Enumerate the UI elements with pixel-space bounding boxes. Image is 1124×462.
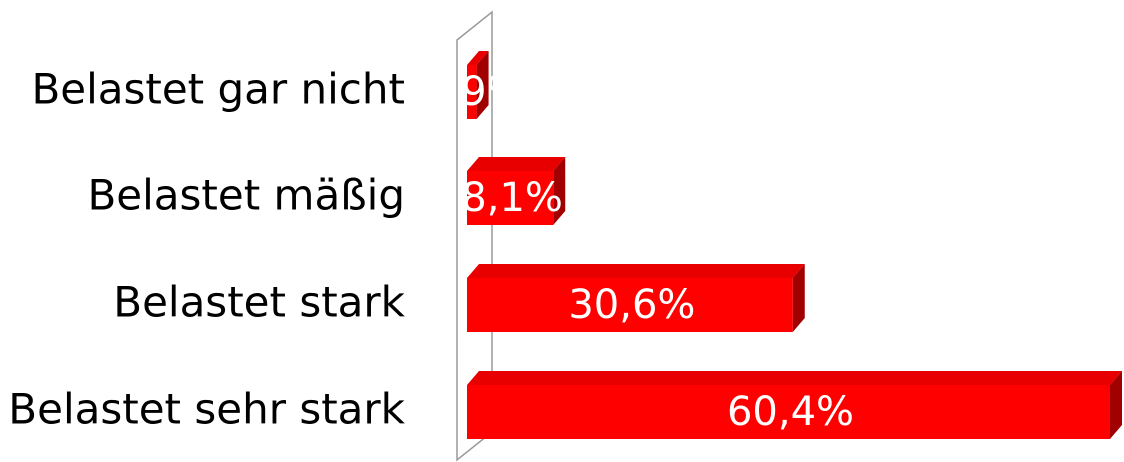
bar <box>467 264 805 332</box>
bar-front <box>467 171 554 225</box>
bar <box>467 371 1122 439</box>
bar-top <box>467 157 566 171</box>
category-label: Belastet sehr stark <box>8 385 405 434</box>
bar-top <box>467 371 1122 385</box>
category-label: Belastet stark <box>113 278 405 327</box>
value-label: 0,9% <box>423 69 525 115</box>
bar-top <box>467 51 489 65</box>
bar-side <box>792 264 805 332</box>
bar <box>467 51 489 119</box>
category-label: Belastet gar nicht <box>31 65 405 114</box>
bar-top <box>467 264 805 278</box>
bar <box>467 157 566 225</box>
bars: Belastet gar nicht 0,9% Belastet mäßig 8,1%… <box>8 51 1122 439</box>
bar-front <box>467 278 793 332</box>
category-label: Belastet mäßig <box>87 171 405 220</box>
bar-side <box>553 157 566 225</box>
value-label: 30,6% <box>568 282 695 328</box>
value-label: 8,1% <box>461 175 563 221</box>
bar-front <box>467 65 477 119</box>
bar-front <box>467 385 1110 439</box>
bar-side <box>1110 371 1122 439</box>
bar-side <box>476 51 489 119</box>
value-label: 60,4% <box>727 389 854 435</box>
